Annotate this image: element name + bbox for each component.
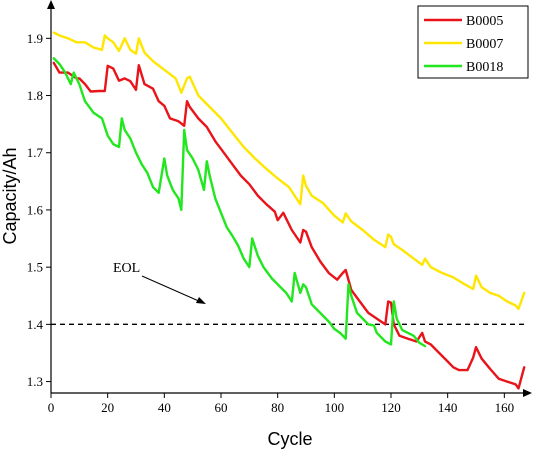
x-tick-label: 80 xyxy=(271,400,284,415)
x-tick-label: 140 xyxy=(438,400,458,415)
x-tick-label: 60 xyxy=(215,400,228,415)
x-tick-label: 20 xyxy=(101,400,114,415)
y-tick-label: 1.7 xyxy=(27,145,44,160)
eol-annotation-arrowhead xyxy=(196,297,206,304)
eol-annotation-label: EOL xyxy=(113,261,140,276)
y-axis-title: Capacity/Ah xyxy=(0,147,20,244)
x-tick-label: 160 xyxy=(495,400,515,415)
legend-label-b0005: B0005 xyxy=(466,14,503,29)
y-tick-label: 1.5 xyxy=(27,260,43,275)
x-tick-label: 0 xyxy=(48,400,55,415)
legend: B0005 B0007 B0018 xyxy=(417,5,529,79)
y-tick-label: 1.8 xyxy=(27,88,43,103)
y-axis-arrowhead xyxy=(47,0,55,9)
eol-annotation-arrow xyxy=(141,275,202,303)
y-tick-label: 1.3 xyxy=(27,374,43,389)
x-tick-label: 120 xyxy=(381,400,401,415)
x-tick-label: 40 xyxy=(158,400,171,415)
series-line-b0005 xyxy=(52,61,526,390)
series-line-b0007 xyxy=(52,31,526,311)
x-axis-arrowhead xyxy=(523,389,532,397)
x-axis-title: Cycle xyxy=(267,429,312,449)
x-tick-label: 100 xyxy=(325,400,345,415)
y-tick-label: 1.6 xyxy=(27,202,44,217)
legend-label-b0007: B0007 xyxy=(466,37,503,52)
legend-label-b0018: B0018 xyxy=(466,60,503,75)
series-line-b0018 xyxy=(52,57,427,348)
y-tick-label: 1.9 xyxy=(27,31,43,46)
y-tick-label: 1.4 xyxy=(27,317,44,332)
